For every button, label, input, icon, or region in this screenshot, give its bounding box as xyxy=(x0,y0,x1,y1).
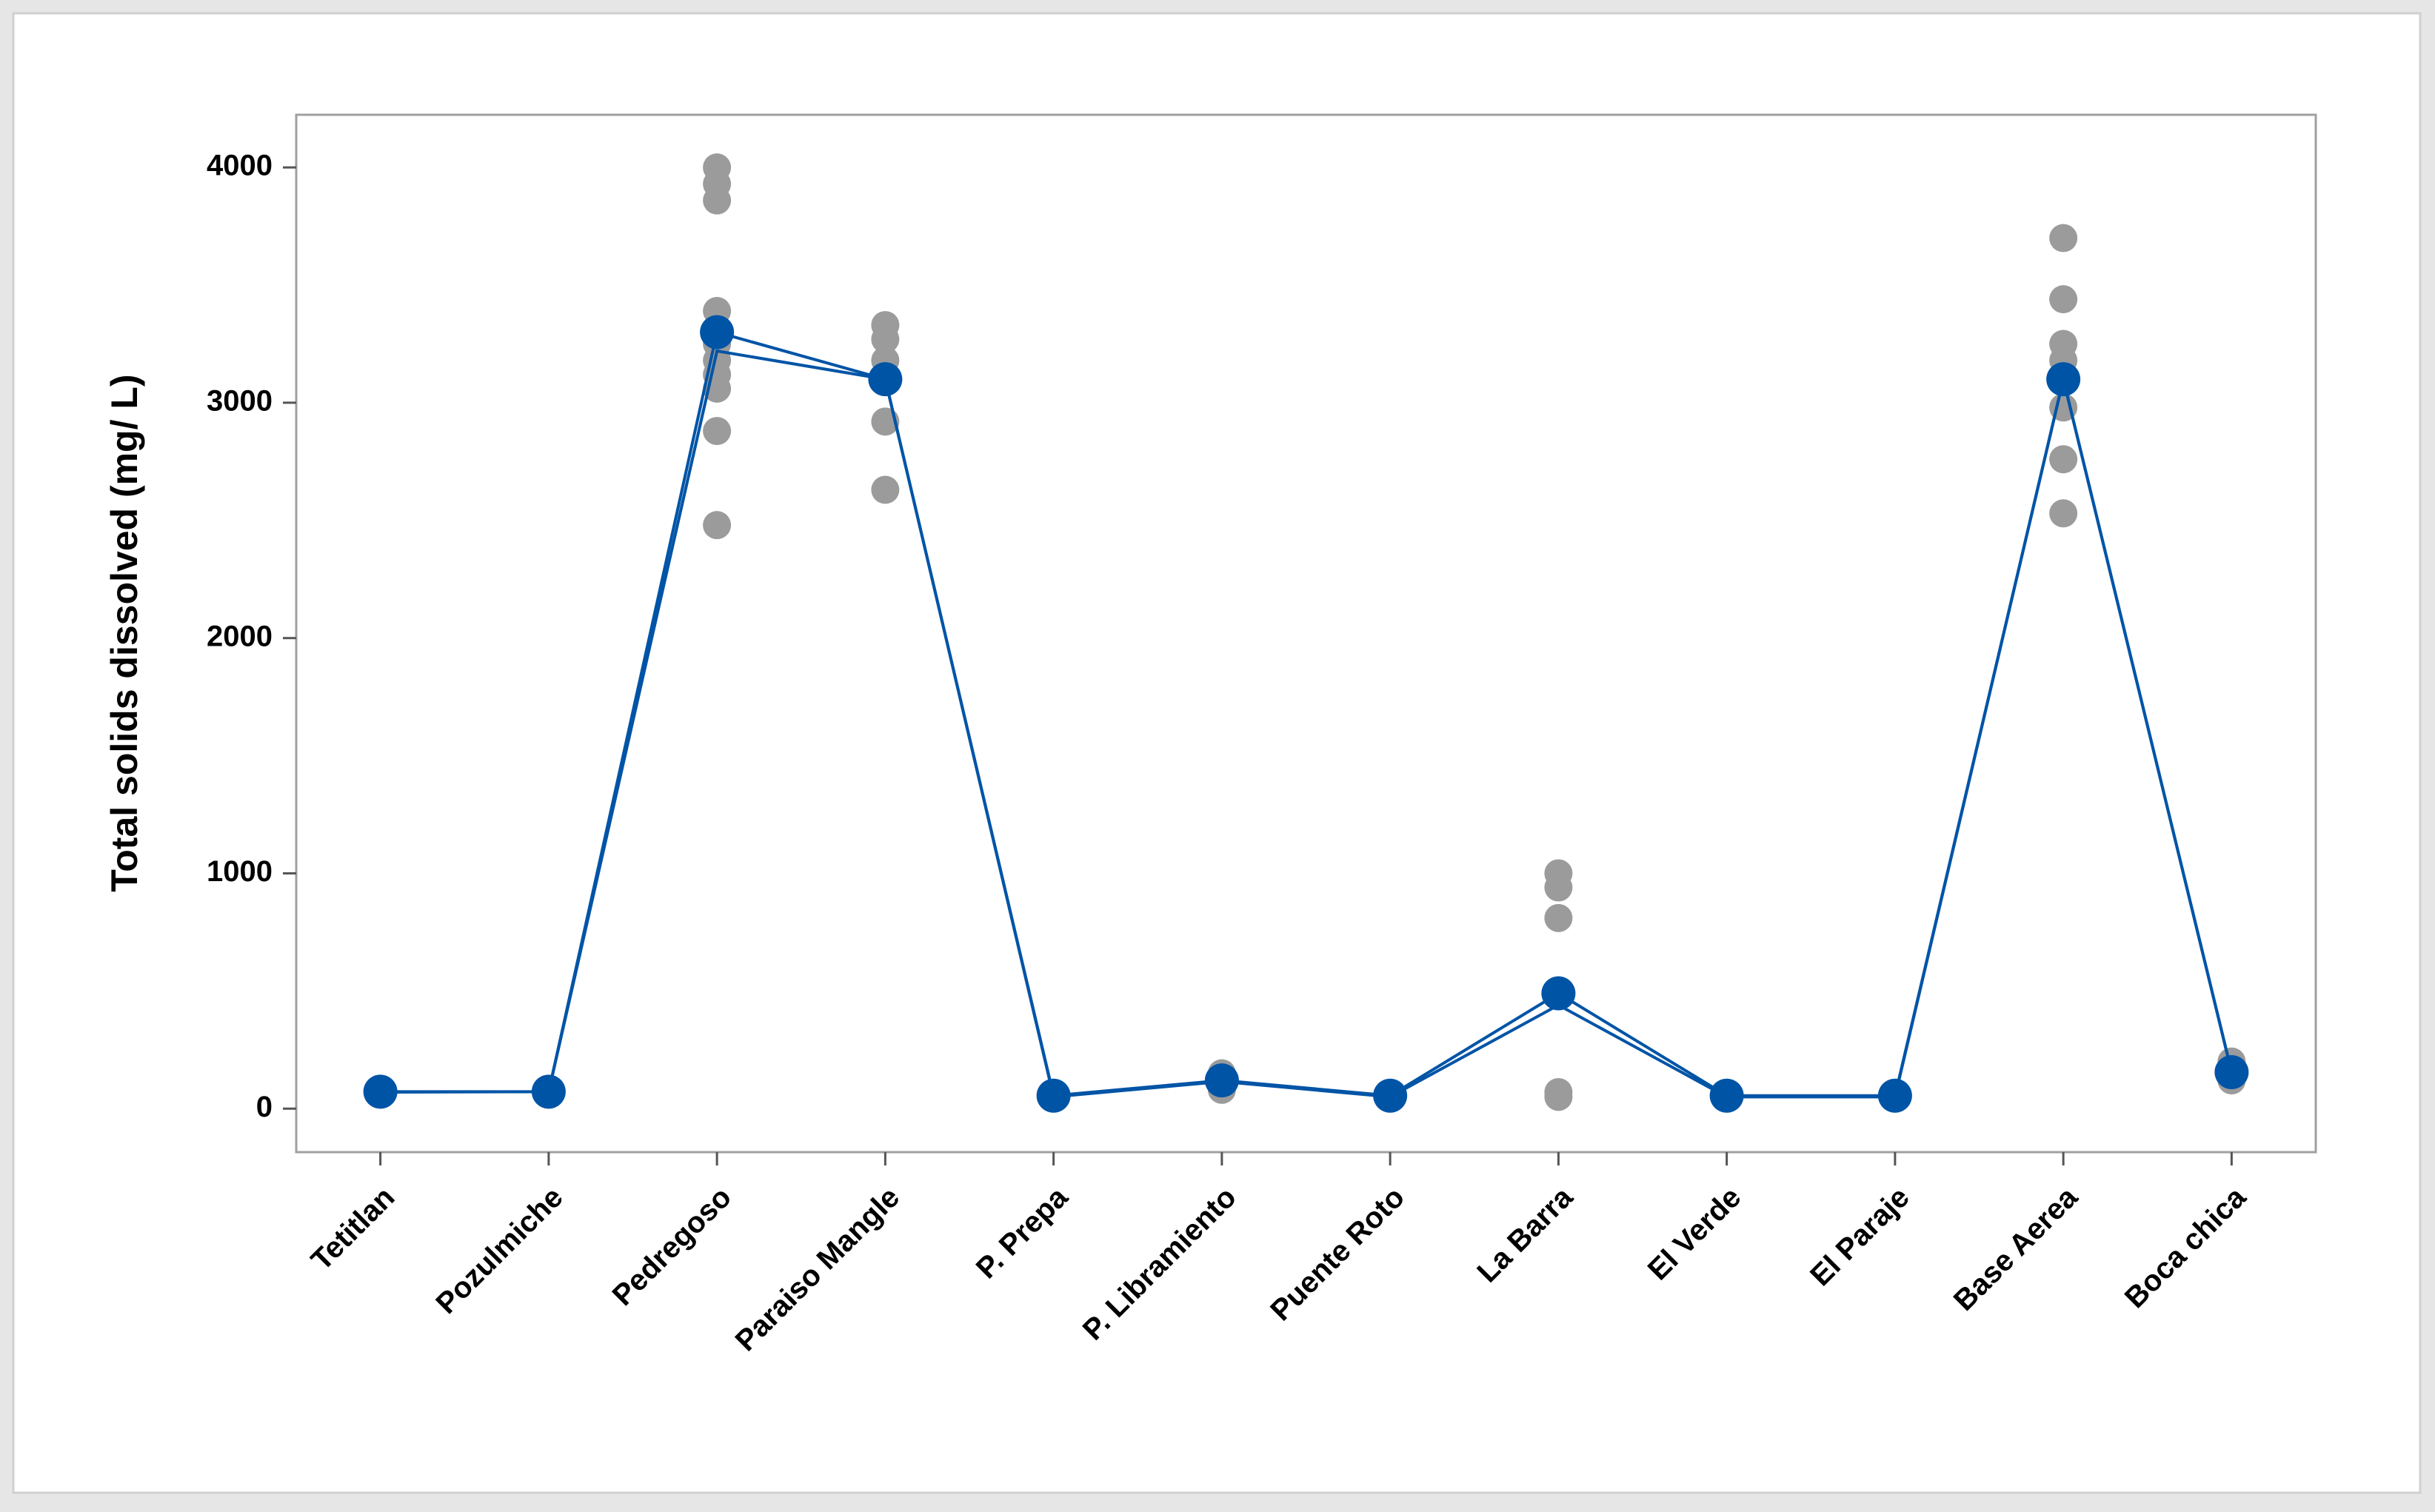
mean-point xyxy=(1036,1078,1071,1113)
mean-point xyxy=(363,1074,398,1109)
mean-point xyxy=(1877,1078,1912,1113)
observation-point xyxy=(1544,873,1573,902)
y-axis-label: Total solids dissolved (mg/ L) xyxy=(104,374,145,892)
observation-point xyxy=(1544,903,1573,932)
mean-point xyxy=(531,1074,566,1109)
mean-point xyxy=(1373,1078,1408,1113)
mean-point xyxy=(700,315,735,349)
y-tick-label: 3000 xyxy=(207,384,273,417)
mean-point xyxy=(2046,362,2081,397)
y-tick-label: 4000 xyxy=(207,150,273,182)
observation-point xyxy=(871,475,900,504)
mean-point xyxy=(868,362,903,397)
y-tick-label: 1000 xyxy=(207,855,273,888)
plot-area xyxy=(295,113,2317,1154)
observation-point xyxy=(1544,1083,1573,1111)
y-tick-label: 0 xyxy=(256,1091,273,1123)
observation-point xyxy=(2049,224,2078,252)
observation-point xyxy=(703,417,732,446)
observation-point xyxy=(871,325,900,354)
series-line xyxy=(380,349,2234,1099)
observation-point xyxy=(2049,285,2078,314)
mean-point xyxy=(1541,976,1576,1011)
observation-point xyxy=(2049,499,2078,528)
observation-point xyxy=(703,511,732,540)
mean-point xyxy=(2214,1054,2249,1089)
mean-point xyxy=(1709,1078,1744,1113)
y-tick-label: 2000 xyxy=(207,620,273,652)
observation-point xyxy=(703,186,732,215)
mean-point xyxy=(1204,1063,1239,1098)
observation-point xyxy=(2049,445,2078,474)
